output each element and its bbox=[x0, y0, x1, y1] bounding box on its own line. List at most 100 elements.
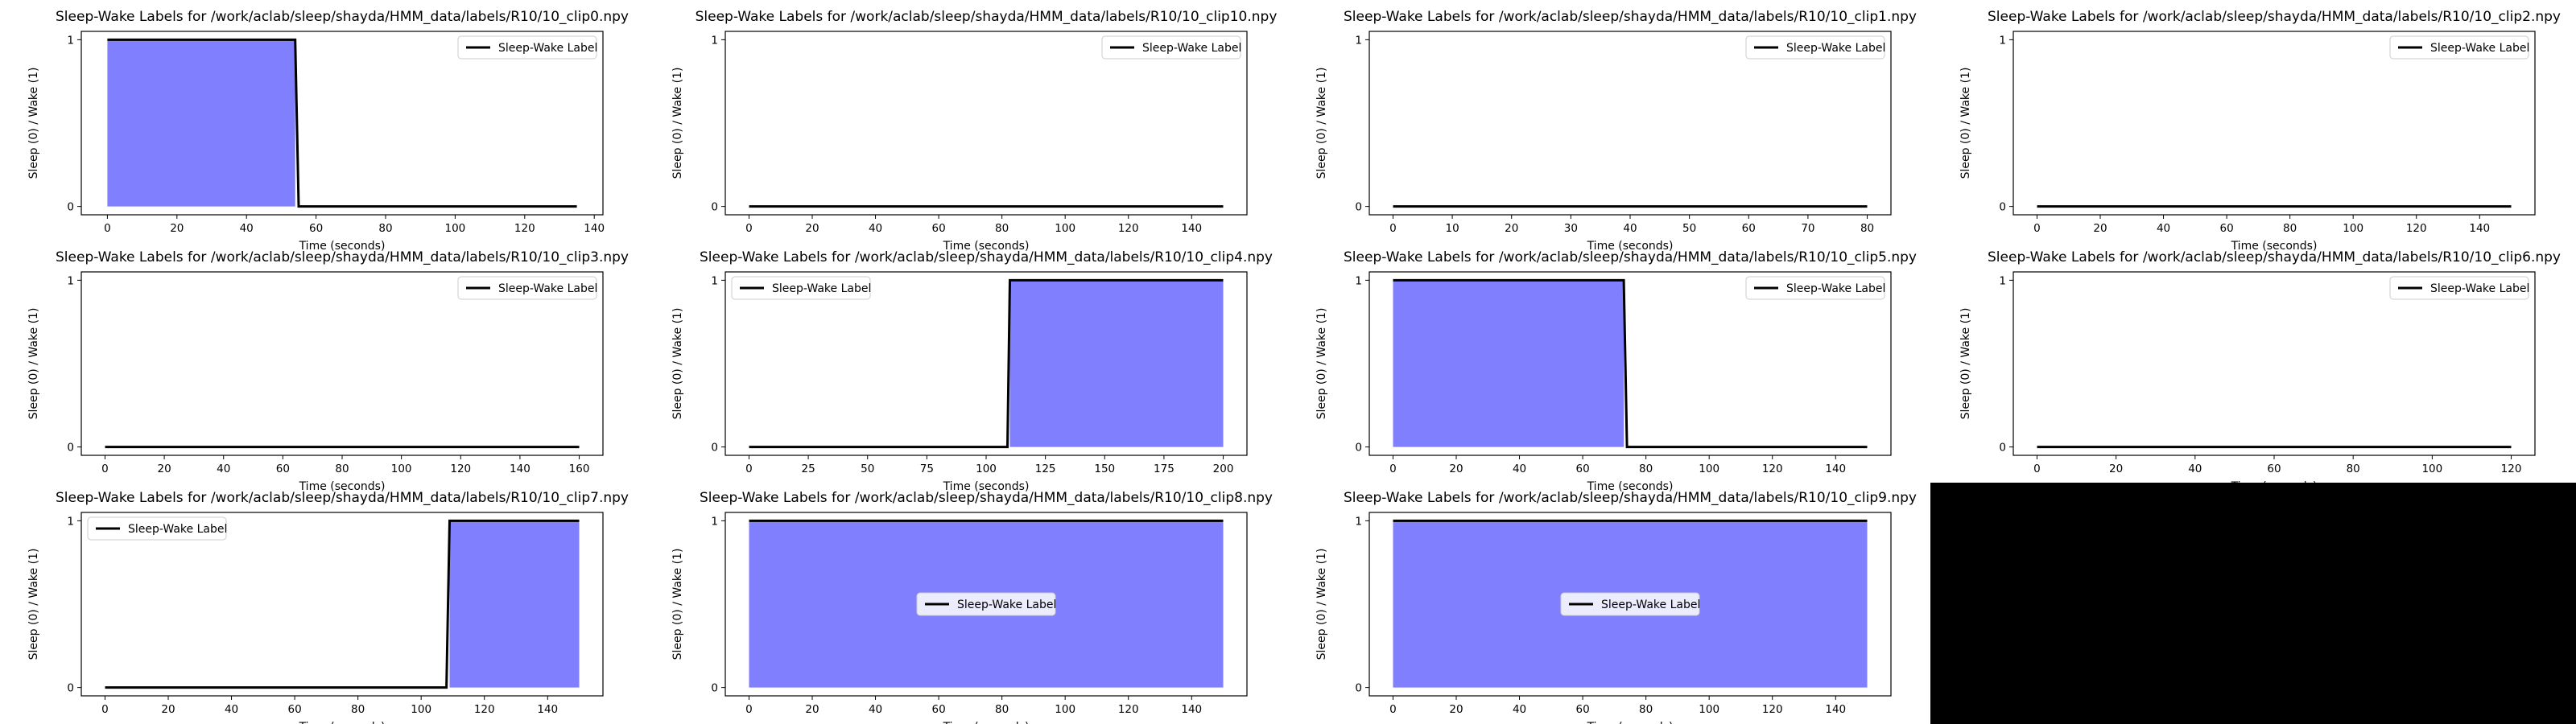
x-tick-label: 120 bbox=[1118, 703, 1139, 716]
x-tick-label: 60 bbox=[276, 463, 290, 475]
x-tick-label: 80 bbox=[378, 222, 392, 235]
x-tick-label: 160 bbox=[569, 463, 590, 475]
wake-fill-area bbox=[1393, 280, 1624, 447]
y-tick-label: 0 bbox=[1355, 682, 1362, 695]
x-tick-label: 0 bbox=[2033, 463, 2041, 475]
chart-title: Sleep-Wake Labels for /work/aclab/sleep/… bbox=[1344, 9, 1917, 25]
x-tick-label: 120 bbox=[1762, 703, 1783, 716]
x-axis-label: Time (seconds) bbox=[943, 480, 1030, 493]
y-axis-label: Sleep (0) / Wake (1) bbox=[1959, 308, 1972, 420]
x-tick-label: 80 bbox=[2283, 222, 2297, 235]
chart-title: Sleep-Wake Labels for /work/aclab/sleep/… bbox=[700, 490, 1273, 506]
legend-box bbox=[731, 276, 871, 300]
y-tick-label: 1 bbox=[67, 515, 74, 528]
x-tick-label: 60 bbox=[1575, 703, 1589, 716]
legend-box bbox=[87, 516, 227, 541]
chart-title: Sleep-Wake Labels for /work/aclab/sleep/… bbox=[1344, 490, 1917, 506]
legend-label: Sleep-Wake Label bbox=[128, 523, 227, 536]
x-tick-label: 40 bbox=[1513, 463, 1526, 475]
x-tick-label: 40 bbox=[2188, 463, 2202, 475]
x-tick-label: 60 bbox=[287, 703, 301, 716]
x-tick-label: 140 bbox=[1825, 703, 1846, 716]
x-tick-label: 140 bbox=[584, 222, 605, 235]
legend: Sleep-Wake Label bbox=[1560, 592, 1700, 616]
x-tick-label: 20 bbox=[1449, 463, 1463, 475]
subplot-5: Sleep-Wake Labels for /work/aclab/sleep/… bbox=[671, 249, 1273, 493]
y-tick-label: 1 bbox=[67, 274, 74, 287]
x-tick-label: 0 bbox=[745, 222, 753, 235]
subplot-7: Sleep-Wake Labels for /work/aclab/sleep/… bbox=[1959, 249, 2561, 493]
x-tick-label: 120 bbox=[1762, 463, 1783, 475]
x-tick-label: 75 bbox=[920, 463, 934, 475]
y-tick-label: 1 bbox=[1355, 274, 1362, 287]
chart-title: Sleep-Wake Labels for /work/aclab/sleep/… bbox=[56, 490, 629, 506]
subplot-2: Sleep-Wake Labels for /work/aclab/sleep/… bbox=[1315, 9, 1917, 253]
wake-fill-area bbox=[449, 520, 580, 688]
subplot-10: Sleep-Wake Labels for /work/aclab/sleep/… bbox=[1315, 490, 1917, 724]
y-tick-label: 1 bbox=[1999, 274, 2006, 287]
legend: Sleep-Wake Label bbox=[731, 276, 871, 300]
x-tick-label: 40 bbox=[225, 703, 238, 716]
y-axis-label: Sleep (0) / Wake (1) bbox=[1315, 68, 1328, 179]
legend: Sleep-Wake Label bbox=[1101, 35, 1241, 60]
y-tick-label: 0 bbox=[1999, 201, 2006, 214]
x-tick-label: 0 bbox=[2033, 222, 2041, 235]
y-axis-label: Sleep (0) / Wake (1) bbox=[1315, 549, 1328, 660]
x-tick-label: 120 bbox=[2406, 222, 2427, 235]
x-tick-label: 100 bbox=[1699, 703, 1719, 716]
x-tick-label: 40 bbox=[1623, 222, 1637, 235]
x-tick-label: 140 bbox=[537, 703, 558, 716]
y-axis-label: Sleep (0) / Wake (1) bbox=[671, 549, 684, 660]
axes-frame bbox=[80, 512, 604, 697]
axes-frame bbox=[1368, 512, 1892, 697]
empty-subplot-area bbox=[1930, 483, 2576, 724]
legend-label: Sleep-Wake Label bbox=[2430, 282, 2529, 295]
y-axis-label: Sleep (0) / Wake (1) bbox=[671, 68, 684, 179]
sleep-wake-line bbox=[749, 278, 1224, 449]
x-tick-label: 20 bbox=[2109, 463, 2123, 475]
x-axis-label: Time (seconds) bbox=[943, 240, 1030, 253]
y-tick-label: 0 bbox=[711, 442, 718, 455]
axes-frame bbox=[2013, 31, 2536, 216]
x-tick-label: 0 bbox=[1389, 222, 1397, 235]
y-tick-label: 1 bbox=[67, 34, 74, 47]
x-tick-label: 0 bbox=[101, 703, 109, 716]
axes-frame bbox=[724, 512, 1248, 697]
legend-box bbox=[2389, 276, 2529, 300]
x-axis-label: Time (seconds) bbox=[1587, 480, 1674, 493]
chart-title: Sleep-Wake Labels for /work/aclab/sleep/… bbox=[700, 249, 1273, 265]
legend-box bbox=[1745, 276, 1885, 300]
x-tick-label: 100 bbox=[2343, 222, 2363, 235]
x-tick-label: 140 bbox=[1181, 703, 1202, 716]
x-tick-label: 120 bbox=[450, 463, 471, 475]
legend: Sleep-Wake Label bbox=[87, 516, 227, 541]
y-tick-label: 1 bbox=[1355, 34, 1362, 47]
x-tick-label: 100 bbox=[445, 222, 466, 235]
x-tick-label: 80 bbox=[1860, 222, 1874, 235]
legend-label: Sleep-Wake Label bbox=[957, 599, 1056, 611]
x-axis-label: Time (seconds) bbox=[2231, 240, 2318, 253]
axes-frame bbox=[80, 31, 604, 216]
x-tick-label: 120 bbox=[2501, 463, 2522, 475]
x-tick-label: 60 bbox=[1742, 222, 1756, 235]
legend-box bbox=[1101, 35, 1241, 60]
x-tick-label: 100 bbox=[1699, 463, 1719, 475]
x-axis-label: Time (seconds) bbox=[299, 480, 386, 493]
y-axis-label: Sleep (0) / Wake (1) bbox=[1315, 308, 1328, 420]
legend-box bbox=[457, 35, 597, 60]
x-tick-label: 70 bbox=[1801, 222, 1814, 235]
y-axis-label: Sleep (0) / Wake (1) bbox=[1959, 68, 1972, 179]
subplot-0: Sleep-Wake Labels for /work/aclab/sleep/… bbox=[27, 9, 629, 253]
x-tick-label: 10 bbox=[1445, 222, 1459, 235]
x-tick-label: 80 bbox=[995, 222, 1009, 235]
legend: Sleep-Wake Label bbox=[916, 592, 1056, 616]
chart-title: Sleep-Wake Labels for /work/aclab/sleep/… bbox=[56, 9, 629, 25]
x-tick-label: 20 bbox=[2093, 222, 2107, 235]
x-tick-label: 40 bbox=[240, 222, 254, 235]
x-tick-label: 60 bbox=[2219, 222, 2233, 235]
y-tick-label: 0 bbox=[1355, 442, 1362, 455]
legend: Sleep-Wake Label bbox=[2389, 276, 2529, 300]
x-tick-label: 50 bbox=[1682, 222, 1696, 235]
x-tick-label: 40 bbox=[217, 463, 230, 475]
x-axis-label: Time (seconds) bbox=[1587, 240, 1674, 253]
